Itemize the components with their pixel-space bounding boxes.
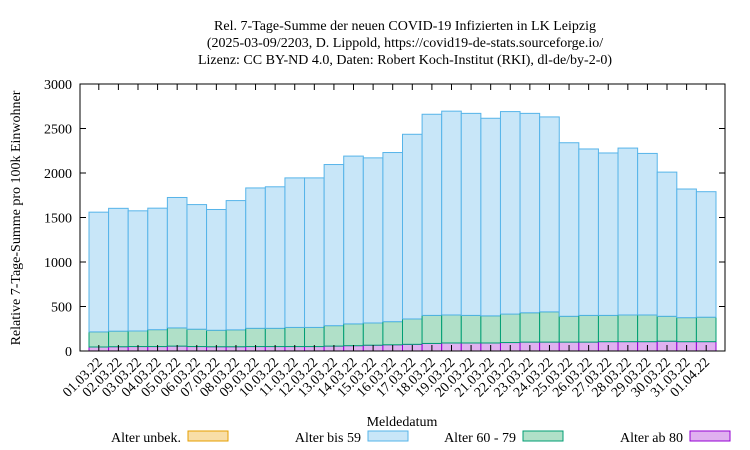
bar-alter-bis-59-22.03.22 [499, 111, 521, 315]
bar-alter-bis-59-25.03.22 [558, 142, 580, 317]
bar-alter-60-79-06.03.22 [186, 328, 208, 348]
bar-alter-60-79-01.04.22 [695, 316, 717, 343]
bar-alter-bis-59-04.03.22 [147, 207, 168, 331]
y-tick-label: 500 [51, 301, 72, 316]
bar-alter-bis-59-09.03.22 [245, 187, 266, 329]
bar-alter-bis-59-01.04.22 [695, 191, 717, 318]
bar-alter-60-79-21.03.22 [480, 315, 501, 344]
chart-title: Rel. 7-Tage-Summe der neuen COVID-19 Inf… [198, 19, 612, 68]
bar-alter-60-79-26.03.22 [578, 314, 599, 343]
bar-alter-60-79-27.03.22 [597, 314, 619, 343]
legend-label: Alter bis 59 [295, 431, 361, 446]
y-axis-label: Relative 7-Tage-Summe pro 100k Einwohner [9, 90, 24, 345]
legend-swatch [187, 430, 229, 442]
bar-alter-bis-59-11.03.22 [284, 177, 306, 328]
bar-alter-bis-59-14.03.22 [343, 155, 364, 325]
bar-alter-bis-59-20.03.22 [460, 112, 482, 316]
bar-alter-bis-59-07.03.22 [206, 208, 227, 331]
bar-alter-60-79-09.03.22 [245, 327, 266, 348]
bar-alter-bis-59-08.03.22 [225, 200, 247, 331]
bar-alter-60-79-15.03.22 [362, 322, 384, 346]
bar-alter-60-79-23.03.22 [519, 312, 541, 343]
bar-alter-bis-59-24.03.22 [539, 116, 560, 313]
bar-alter-bis-59-31.03.22 [676, 188, 697, 319]
bar-alter-60-79-24.03.22 [539, 311, 560, 343]
bar-alter-60-79-14.03.22 [343, 323, 364, 347]
bar-alter-60-79-04.03.22 [147, 329, 168, 348]
bar-alter-bis-59-18.03.22 [421, 113, 443, 316]
bar-alter-60-79-01.03.22 [88, 331, 110, 348]
bar-alter-60-79-12.03.22 [304, 326, 325, 348]
bar-alter-bis-59-28.03.22 [617, 147, 639, 316]
legend-swatch [522, 430, 564, 442]
bar-alter-60-79-30.03.22 [656, 315, 678, 342]
bar-alter-60-79-13.03.22 [323, 325, 345, 347]
bar-alter-bis-59-10.03.22 [264, 186, 286, 329]
bar-alter-bis-59-27.03.22 [597, 152, 619, 316]
legend-swatch [689, 430, 731, 442]
bar-alter-bis-59-21.03.22 [480, 117, 501, 317]
bar-alter-60-79-20.03.22 [460, 314, 482, 344]
y-tick-label: 1000 [44, 256, 72, 271]
bar-alter-60-79-31.03.22 [676, 317, 697, 343]
chart-title-line-1: Rel. 7-Tage-Summe der neuen COVID-19 Inf… [214, 19, 596, 34]
bar-alter-60-79-03.03.22 [127, 330, 149, 348]
legend: Alter unbek. Alter bis 59 Alter 60 - 79 Alt… [111, 430, 731, 446]
legend-label: Alter 60 - 79 [444, 431, 516, 446]
y-tick-label: 2000 [44, 167, 72, 182]
bar-alter-60-79-22.03.22 [499, 313, 521, 344]
bar-alter-bis-59-02.03.22 [108, 207, 129, 332]
bar-alter-60-79-05.03.22 [166, 327, 188, 347]
bar-alter-bis-59-26.03.22 [578, 148, 599, 316]
bar-alter-60-79-28.03.22 [617, 314, 639, 343]
bar-alter-bis-59-29.03.22 [637, 152, 658, 316]
chart-title-line-3: Lizenz: CC BY-ND 4.0, Daten: Robert Koch… [198, 53, 612, 68]
bar-alter-bis-59-30.03.22 [656, 171, 678, 317]
bar-alter-60-79-10.03.22 [264, 327, 286, 348]
bar-alter-bis-59-03.03.22 [127, 210, 149, 332]
bar-alter-bis-59-12.03.22 [304, 177, 325, 328]
bar-alter-bis-59-19.03.22 [441, 110, 462, 316]
plot-frame [79, 83, 726, 352]
bar-alter-bis-59-16.03.22 [382, 152, 404, 323]
legend-label: Alter unbek. [111, 431, 181, 446]
bar-alter-60-79-16.03.22 [382, 321, 404, 346]
bar-alter-60-79-17.03.22 [402, 318, 423, 345]
bar-alter-60-79-08.03.22 [225, 329, 247, 348]
bar-alter-bis-59-17.03.22 [402, 133, 423, 320]
y-tick-label: 1500 [44, 212, 72, 227]
y-tick-label: 3000 [44, 78, 72, 93]
bar-alter-60-79-11.03.22 [284, 326, 306, 348]
bar-alter-bis-59-01.03.22 [88, 211, 110, 333]
y-tick-label: 2500 [44, 123, 72, 138]
bar-alter-bis-59-23.03.22 [519, 112, 541, 314]
bar-alter-bis-59-05.03.22 [166, 196, 188, 329]
bar-alter-60-79-18.03.22 [421, 314, 443, 344]
y-tick-label: 0 [65, 345, 72, 360]
bar-stack-group [88, 110, 717, 352]
bar-alter-60-79-07.03.22 [206, 329, 227, 348]
legend-label: Alter ab 80 [620, 431, 683, 446]
bar-alter-60-79-02.03.22 [108, 330, 129, 348]
bar-alter-bis-59-15.03.22 [362, 157, 384, 324]
bar-alter-60-79-19.03.22 [441, 314, 462, 344]
legend-swatch [367, 430, 409, 442]
bar-alter-60-79-25.03.22 [558, 315, 580, 343]
chart-title-line-2: (2025-03-09/2203, D. Lippold, https://co… [207, 36, 603, 51]
bar-alter-bis-59-06.03.22 [186, 204, 208, 330]
bar-alter-bis-59-13.03.22 [323, 164, 345, 327]
bar-alter-60-79-29.03.22 [637, 314, 658, 343]
x-axis-label: Meldedatum [367, 415, 438, 430]
